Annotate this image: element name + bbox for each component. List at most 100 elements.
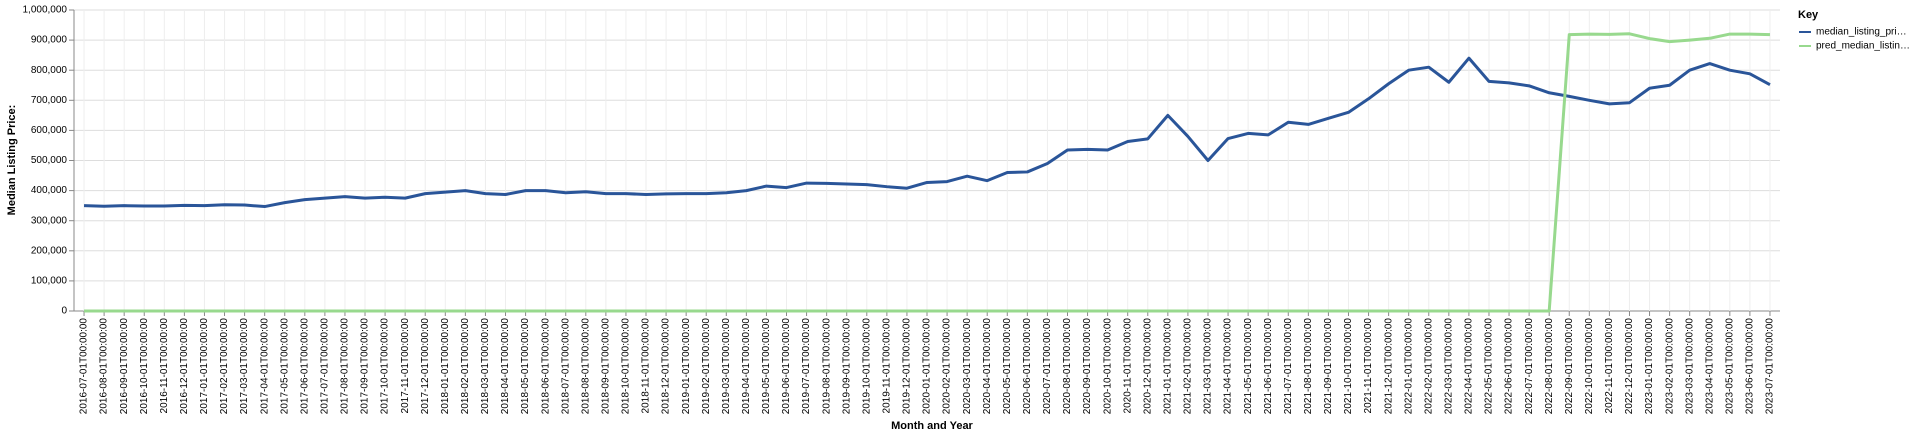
x-tick-label: 2017-05-01T00:00:00 <box>279 318 290 415</box>
x-tick-label: 2018-02-01T00:00:00 <box>460 318 471 415</box>
x-tick-label: 2018-08-01T00:00:00 <box>580 318 591 415</box>
x-tick-label: 2021-10-01T00:00:00 <box>1343 318 1354 415</box>
x-tick-label: 2021-08-01T00:00:00 <box>1303 318 1314 415</box>
legend-label: median_listing_pri… <box>1816 27 1907 38</box>
y-tick-label: 200,000 <box>31 245 68 256</box>
x-tick-label: 2018-09-01T00:00:00 <box>601 318 612 415</box>
x-tick-label: 2021-04-01T00:00:00 <box>1223 318 1234 415</box>
x-tick-label: 2018-01-01T00:00:00 <box>440 318 451 415</box>
x-tick-label: 2021-02-01T00:00:00 <box>1183 318 1194 415</box>
x-tick-label: 2016-07-01T00:00:00 <box>79 318 90 415</box>
x-tick-label: 2020-06-01T00:00:00 <box>1022 318 1033 415</box>
x-tick-label: 2020-04-01T00:00:00 <box>982 318 993 415</box>
x-tick-label: 2023-07-01T00:00:00 <box>1765 318 1776 415</box>
legend-label: pred_median_listin… <box>1816 41 1910 52</box>
x-tick-label: 2020-03-01T00:00:00 <box>962 318 973 415</box>
x-tick-label: 2022-08-01T00:00:00 <box>1544 318 1555 415</box>
x-tick-label: 2021-12-01T00:00:00 <box>1383 318 1394 415</box>
y-tick-label: 600,000 <box>31 125 68 136</box>
x-tick-label: 2022-10-01T00:00:00 <box>1584 318 1595 415</box>
x-tick-label: 2020-09-01T00:00:00 <box>1082 318 1093 415</box>
x-tick-label: 2019-03-01T00:00:00 <box>721 318 732 415</box>
x-tick-label: 2019-08-01T00:00:00 <box>821 318 832 415</box>
x-tick-label: 2018-07-01T00:00:00 <box>560 318 571 415</box>
x-tick-label: 2019-11-01T00:00:00 <box>881 318 892 414</box>
x-tick-label: 2018-06-01T00:00:00 <box>540 318 551 415</box>
y-tick-label: 700,000 <box>31 95 68 106</box>
x-tick-label: 2017-07-01T00:00:00 <box>320 318 331 415</box>
x-tick-label: 2020-12-01T00:00:00 <box>1142 318 1153 415</box>
x-tick-label: 2017-09-01T00:00:00 <box>360 318 371 415</box>
y-tick-label: 100,000 <box>31 276 68 287</box>
x-tick-label: 2023-01-01T00:00:00 <box>1644 318 1655 415</box>
x-tick-label: 2022-05-01T00:00:00 <box>1484 318 1495 415</box>
y-tick-label: 1,000,000 <box>23 5 68 16</box>
x-tick-label: 2021-11-01T00:00:00 <box>1363 318 1374 414</box>
x-tick-label: 2017-08-01T00:00:00 <box>340 318 351 415</box>
x-tick-label: 2022-06-01T00:00:00 <box>1504 318 1515 415</box>
x-tick-label: 2022-12-01T00:00:00 <box>1624 318 1635 415</box>
x-tick-label: 2018-05-01T00:00:00 <box>520 318 531 415</box>
x-tick-label: 2020-02-01T00:00:00 <box>942 318 953 415</box>
x-tick-label: 2022-09-01T00:00:00 <box>1564 318 1575 415</box>
x-tick-label: 2017-12-01T00:00:00 <box>420 318 431 415</box>
x-tick-label: 2020-10-01T00:00:00 <box>1102 318 1113 415</box>
x-tick-label: 2023-05-01T00:00:00 <box>1724 318 1735 415</box>
line-series <box>83 56 1771 209</box>
x-tick-label: 2019-05-01T00:00:00 <box>761 318 772 415</box>
x-tick-label: 2019-12-01T00:00:00 <box>902 318 913 415</box>
y-tick-label: 900,000 <box>31 35 68 46</box>
x-tick-label: 2019-04-01T00:00:00 <box>741 318 752 415</box>
x-tick-label: 2019-10-01T00:00:00 <box>861 318 872 415</box>
x-tick-label: 2022-04-01T00:00:00 <box>1464 318 1475 415</box>
x-tick-label: 2017-06-01T00:00:00 <box>299 318 310 415</box>
x-tick-label: 2018-10-01T00:00:00 <box>621 318 632 415</box>
x-tick-label: 2019-06-01T00:00:00 <box>781 318 792 415</box>
x-tick-label: 2022-07-01T00:00:00 <box>1524 318 1535 415</box>
x-tick-label: 2022-03-01T00:00:00 <box>1443 318 1454 415</box>
x-tick-label: 2017-03-01T00:00:00 <box>239 318 250 415</box>
x-tick-label: 2019-07-01T00:00:00 <box>801 318 812 415</box>
x-tick-label: 2022-01-01T00:00:00 <box>1403 318 1414 415</box>
x-tick-label: 2023-02-01T00:00:00 <box>1664 318 1675 415</box>
x-tick-label: 2018-12-01T00:00:00 <box>661 318 672 415</box>
x-tick-label: 2023-04-01T00:00:00 <box>1704 318 1715 415</box>
y-axis-title: Median Listing Price: <box>6 105 18 216</box>
x-tick-label: 2019-02-01T00:00:00 <box>701 318 712 415</box>
x-tick-label: 2019-09-01T00:00:00 <box>841 318 852 415</box>
x-tick-label: 2021-01-01T00:00:00 <box>1162 318 1173 415</box>
y-tick-label: 500,000 <box>31 155 68 166</box>
x-tick-label: 2017-10-01T00:00:00 <box>380 318 391 415</box>
line-series <box>84 32 1771 313</box>
x-tick-label: 2016-12-01T00:00:00 <box>179 318 190 415</box>
x-tick-label: 2017-11-01T00:00:00 <box>400 318 411 414</box>
x-tick-label: 2018-03-01T00:00:00 <box>480 318 491 415</box>
x-tick-label: 2023-03-01T00:00:00 <box>1684 318 1695 415</box>
x-tick-label: 2021-07-01T00:00:00 <box>1283 318 1294 415</box>
y-tick-label: 800,000 <box>31 65 68 76</box>
x-tick-label: 2023-06-01T00:00:00 <box>1745 318 1756 415</box>
x-tick-label: 2020-05-01T00:00:00 <box>1002 318 1013 415</box>
x-tick-label: 2018-04-01T00:00:00 <box>500 318 511 415</box>
x-tick-label: 2017-04-01T00:00:00 <box>259 318 270 415</box>
y-tick-label: 300,000 <box>31 215 68 226</box>
x-tick-label: 2017-01-01T00:00:00 <box>199 318 210 415</box>
x-tick-label: 2022-02-01T00:00:00 <box>1423 318 1434 415</box>
y-tick-label: 400,000 <box>31 185 68 196</box>
x-tick-label: 2021-05-01T00:00:00 <box>1243 318 1254 415</box>
x-tick-label: 2020-07-01T00:00:00 <box>1042 318 1053 415</box>
legend-title: Key <box>1798 9 1819 21</box>
x-tick-label: 2021-06-01T00:00:00 <box>1263 318 1274 415</box>
x-tick-label: 2016-08-01T00:00:00 <box>99 318 110 415</box>
y-tick-label: 0 <box>61 306 67 317</box>
x-tick-label: 2016-11-01T00:00:00 <box>159 318 170 414</box>
x-tick-label: 2021-03-01T00:00:00 <box>1203 318 1214 415</box>
x-tick-label: 2020-11-01T00:00:00 <box>1122 318 1133 414</box>
x-tick-label: 2018-11-01T00:00:00 <box>641 318 652 414</box>
x-tick-label: 2020-01-01T00:00:00 <box>922 318 933 415</box>
x-tick-label: 2020-08-01T00:00:00 <box>1062 318 1073 415</box>
x-tick-label: 2016-09-01T00:00:00 <box>119 318 130 415</box>
x-tick-label: 2022-11-01T00:00:00 <box>1604 318 1615 414</box>
x-tick-label: 2017-02-01T00:00:00 <box>219 318 230 415</box>
